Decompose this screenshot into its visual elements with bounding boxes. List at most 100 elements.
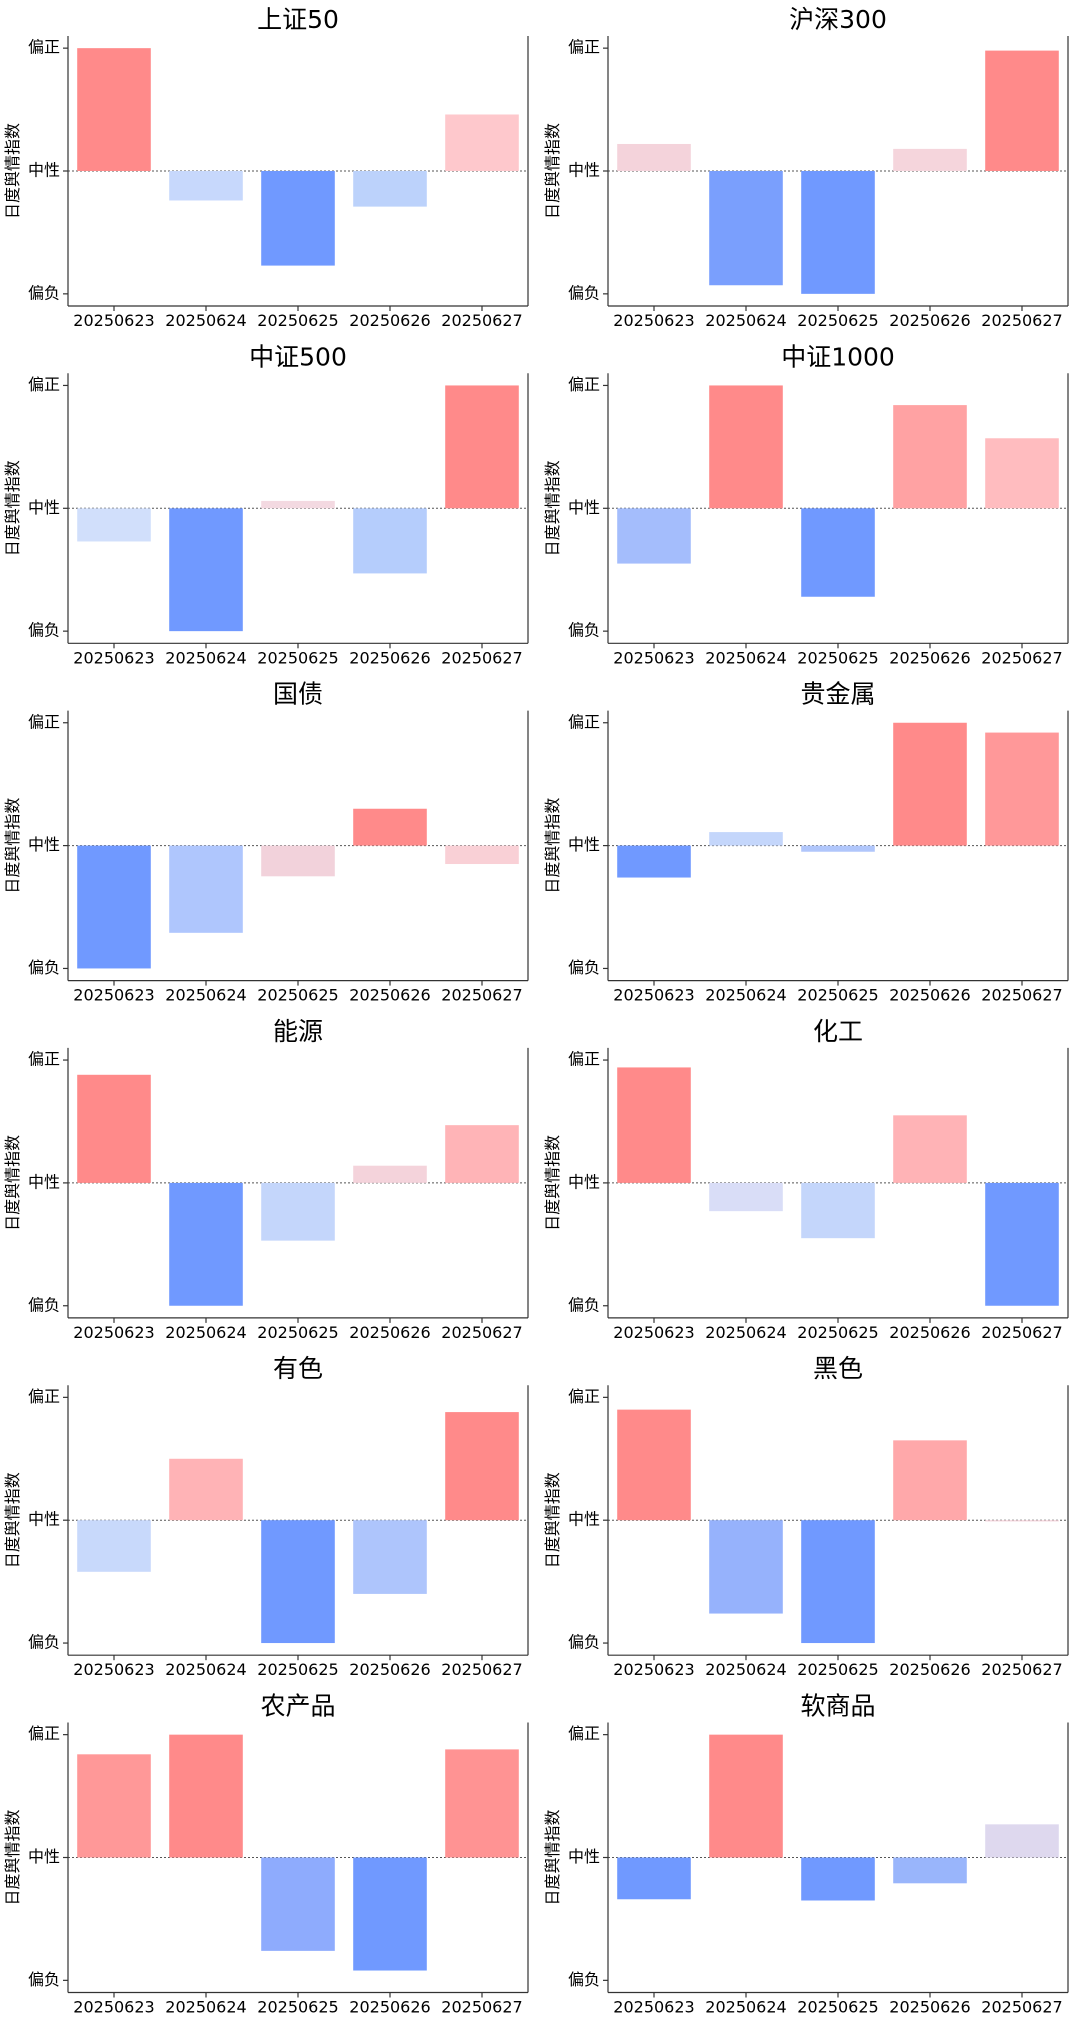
bar-20250624	[709, 832, 783, 846]
x-tick-label: 20250625	[797, 648, 878, 667]
x-tick-label: 20250624	[705, 986, 786, 1005]
x-tick-label: 20250627	[441, 986, 522, 1005]
bar-20250626	[893, 149, 967, 171]
y-tick-label: 中性	[568, 498, 600, 517]
x-tick-label: 20250625	[797, 1323, 878, 1342]
chart-title: 化工	[813, 1017, 863, 1046]
chart-title: 农产品	[260, 1692, 335, 1721]
y-tick-label: 偏正	[568, 38, 600, 57]
x-tick-label: 20250624	[165, 986, 246, 1005]
y-tick-label: 偏负	[568, 1295, 600, 1314]
y-tick-label: 中性	[28, 498, 60, 517]
bar-20250627	[445, 385, 519, 508]
y-tick-label: 偏正	[568, 1050, 600, 1069]
y-axis-label: 日度舆情指数	[3, 1472, 22, 1568]
panel-3: 中证500 日度舆情指数 20250623 20250624 20250625 20250…	[3, 342, 528, 667]
y-axis-label: 日度舆情指数	[3, 460, 22, 556]
bar-20250626	[893, 405, 967, 508]
bar-20250626	[893, 723, 967, 846]
bar-20250627	[985, 1183, 1059, 1306]
y-tick-label: 中性	[568, 1847, 600, 1866]
panel-4: 中证1000 日度舆情指数 20250623 20250624 20250625 2025…	[543, 342, 1068, 667]
chart-title: 国债	[273, 680, 323, 709]
y-tick-label: 偏正	[28, 1724, 60, 1743]
bar-20250626	[893, 1440, 967, 1520]
bar-20250627	[445, 1749, 519, 1857]
chart-title: 沪深300	[789, 5, 887, 34]
bar-20250624	[169, 1459, 243, 1520]
y-tick-label: 偏负	[28, 1295, 60, 1314]
bar-20250624	[169, 508, 243, 631]
x-tick-label: 20250624	[705, 1660, 786, 1679]
y-axis-label: 日度舆情指数	[543, 1135, 562, 1231]
bar-20250625	[261, 1520, 335, 1643]
bar-20250625	[261, 501, 335, 508]
bar-20250625	[261, 846, 335, 877]
bar-20250626	[353, 1166, 427, 1183]
x-tick-label: 20250624	[705, 311, 786, 330]
chart-title: 上证50	[257, 5, 339, 34]
x-tick-label: 20250623	[613, 986, 694, 1005]
y-tick-label: 偏负	[568, 621, 600, 640]
y-tick-label: 偏正	[28, 38, 60, 57]
y-tick-label: 中性	[28, 161, 60, 180]
x-tick-label: 20250626	[349, 1323, 430, 1342]
y-tick-label: 中性	[28, 835, 60, 854]
y-tick-label: 偏负	[28, 1970, 60, 1989]
chart-title: 有色	[273, 1354, 323, 1383]
x-tick-label: 20250625	[257, 648, 338, 667]
bar-20250623	[617, 1410, 691, 1521]
x-tick-label: 20250626	[889, 986, 970, 1005]
y-axis-label: 日度舆情指数	[543, 1809, 562, 1905]
panel-2: 沪深300 日度舆情指数 20250623 20250624 20250625 20250…	[543, 5, 1068, 330]
y-tick-label: 偏负	[568, 1970, 600, 1989]
bar-20250625	[261, 171, 335, 266]
x-tick-label: 20250625	[257, 1660, 338, 1679]
x-tick-label: 20250625	[797, 986, 878, 1005]
y-tick-label: 中性	[28, 1847, 60, 1866]
bar-20250627	[985, 1520, 1059, 1521]
x-tick-label: 20250623	[73, 648, 154, 667]
bar-20250627	[445, 114, 519, 171]
bar-20250626	[893, 1115, 967, 1183]
x-tick-label: 20250623	[613, 1323, 694, 1342]
bar-20250626	[893, 1858, 967, 1884]
y-tick-label: 中性	[568, 161, 600, 180]
x-tick-label: 20250627	[981, 1323, 1062, 1342]
x-tick-label: 20250623	[73, 986, 154, 1005]
x-tick-label: 20250625	[257, 1998, 338, 2017]
y-tick-label: 偏正	[28, 1050, 60, 1069]
y-tick-label: 偏负	[28, 1633, 60, 1652]
bar-20250623	[617, 508, 691, 563]
x-tick-label: 20250627	[441, 1323, 522, 1342]
x-tick-label: 20250623	[73, 1660, 154, 1679]
bar-20250627	[445, 1412, 519, 1520]
bar-20250624	[169, 846, 243, 933]
y-tick-label: 偏正	[568, 1387, 600, 1406]
bar-20250624	[709, 171, 783, 285]
x-tick-label: 20250626	[889, 648, 970, 667]
bar-20250627	[985, 438, 1059, 508]
chart-title: 软商品	[800, 1692, 875, 1721]
bar-20250624	[169, 1183, 243, 1306]
x-tick-label: 20250626	[889, 1998, 970, 2017]
y-tick-label: 偏负	[568, 958, 600, 977]
x-tick-label: 20250626	[349, 1660, 430, 1679]
y-axis-label: 日度舆情指数	[543, 123, 562, 219]
bar-20250625	[801, 171, 875, 294]
x-tick-label: 20250624	[705, 648, 786, 667]
x-tick-label: 20250627	[441, 1660, 522, 1679]
y-tick-label: 偏正	[568, 712, 600, 731]
x-tick-label: 20250625	[257, 311, 338, 330]
bar-20250624	[709, 385, 783, 508]
bar-20250623	[77, 1520, 151, 1572]
chart-title: 中证500	[249, 342, 347, 371]
bar-20250627	[445, 846, 519, 864]
y-tick-label: 偏负	[28, 621, 60, 640]
bar-20250624	[169, 171, 243, 200]
bar-20250625	[261, 1858, 335, 1951]
